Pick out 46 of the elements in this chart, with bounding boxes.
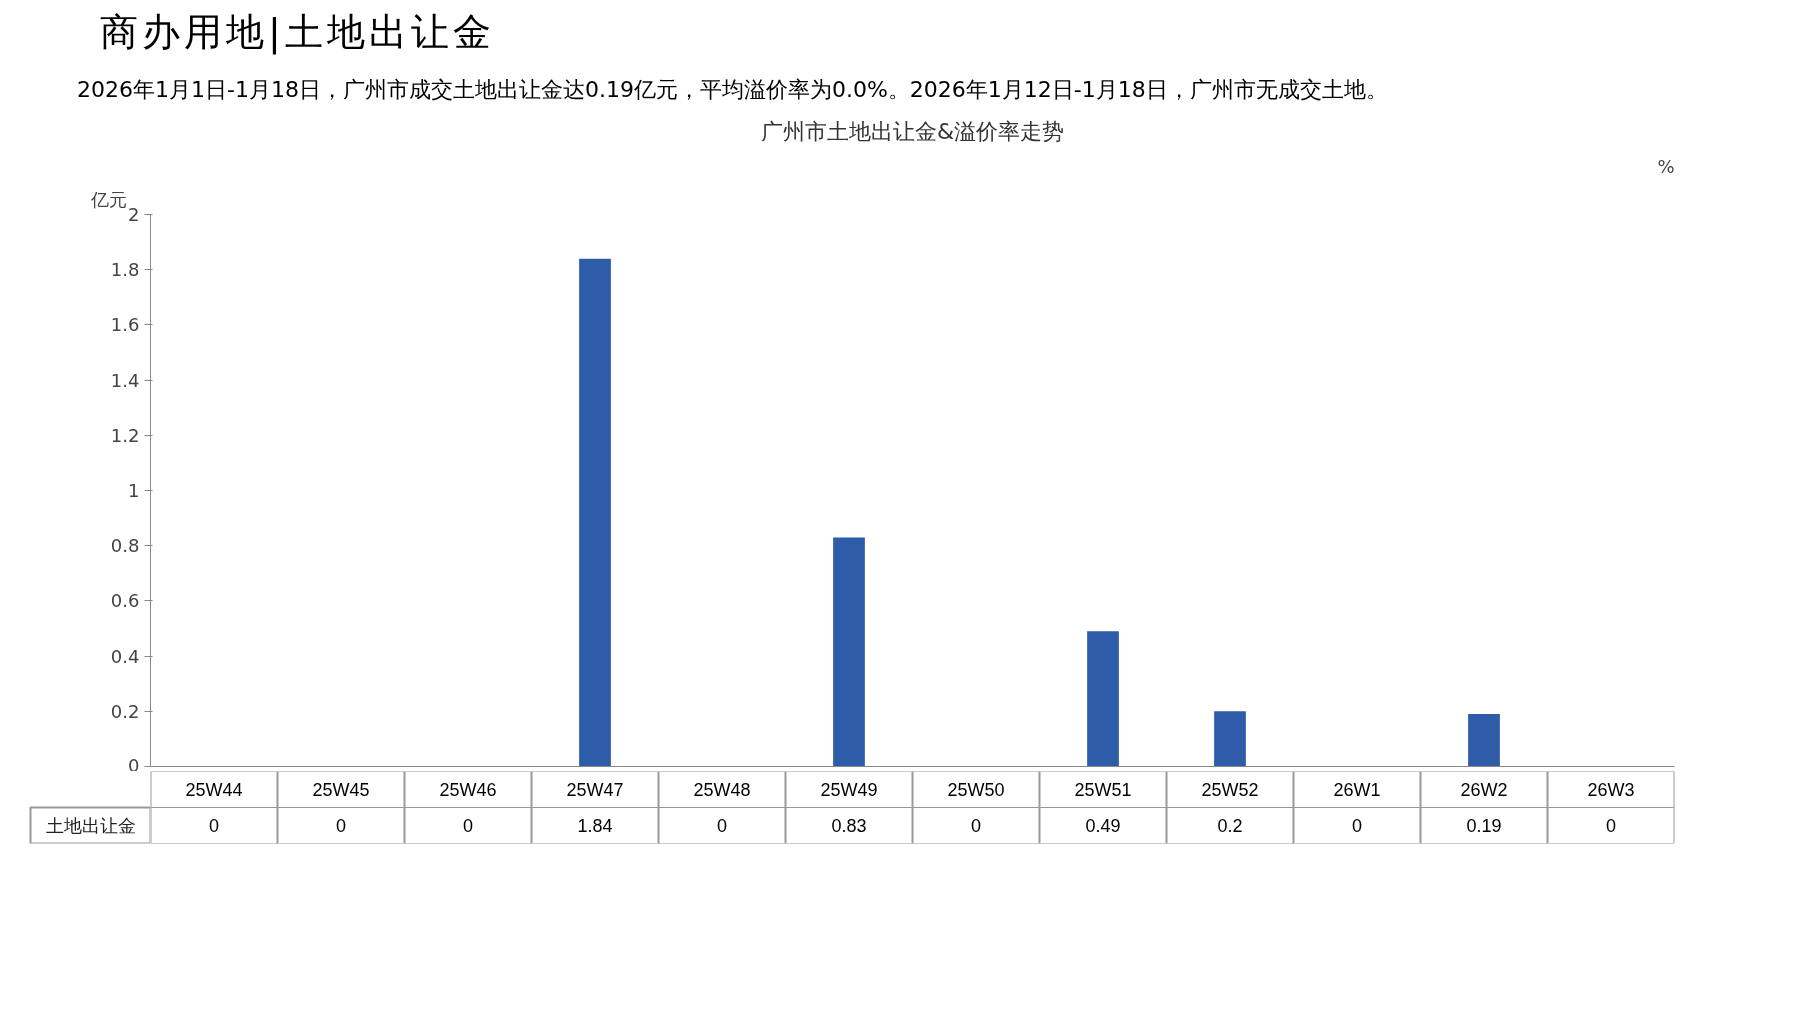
data-label: 1.84 (577, 815, 613, 836)
y-tick-label: 0.2 (110, 700, 140, 722)
x-tick-label: 26W3 (1587, 779, 1635, 800)
bar (579, 258, 611, 767)
y2-axis-title: % (1657, 155, 1675, 177)
y-tick-label: 1.4 (110, 369, 140, 391)
bar (1468, 713, 1500, 767)
text: 商办用地|土地出让金 (100, 9, 495, 57)
y-tick-label: 0.4 (110, 645, 140, 667)
data-label: 0 (716, 815, 728, 836)
y-tick-label: 2 (128, 203, 140, 225)
data-label: 0 (970, 815, 982, 836)
y-tick-label: 1.6 (110, 314, 140, 336)
x-tick-label: 26W2 (1460, 779, 1508, 800)
bar (1214, 711, 1246, 767)
y-tick-label: 1.2 (110, 424, 140, 446)
data-label: 0 (335, 815, 347, 836)
x-tick-label: 25W50 (947, 779, 1005, 800)
x-tick-label: 25W46 (439, 779, 497, 800)
x-tick-label: 25W45 (312, 779, 370, 800)
bar (1087, 630, 1119, 767)
data-label: 0.19 (1466, 815, 1502, 836)
x-tick-label: 25W49 (820, 779, 878, 800)
bar (833, 537, 865, 767)
x-tick-label: 25W52 (1201, 779, 1259, 800)
x-tick-label: 25W51 (1074, 779, 1132, 800)
data-label: 0.49 (1085, 815, 1121, 836)
text: 土地出让金 (45, 815, 136, 836)
y-tick-label: 0.8 (110, 534, 140, 556)
y-axis-title: 亿元 (89, 188, 127, 210)
y-tick-label: 1 (128, 479, 140, 501)
data-label: 0 (462, 815, 474, 836)
chart-title: 广州市土地出让金&溢价率走势 (760, 118, 1065, 144)
y-tick-label: 0.6 (110, 590, 140, 612)
data-label: 0.2 (1217, 815, 1243, 836)
data-label: 0 (208, 815, 220, 836)
data-label: 0 (1605, 815, 1617, 836)
data-label: 0.83 (831, 815, 867, 836)
x-tick-label: 26W1 (1333, 779, 1381, 800)
y-tick-label: 1.8 (110, 258, 140, 280)
chart-subtitle: 2026年1月1日-1月18日，广州市成交土地出让金达0.19亿元，平均溢价率为0.0%。2026年1月12日-1月18日，广州市无成交土地。 (77, 76, 1388, 105)
y-tick-label: 0 (128, 754, 140, 776)
data-label: 0 (1351, 815, 1363, 836)
x-tick-label: 25W44 (185, 779, 243, 800)
x-tick-label: 25W48 (693, 779, 751, 800)
x-tick-label: 25W47 (566, 779, 624, 800)
